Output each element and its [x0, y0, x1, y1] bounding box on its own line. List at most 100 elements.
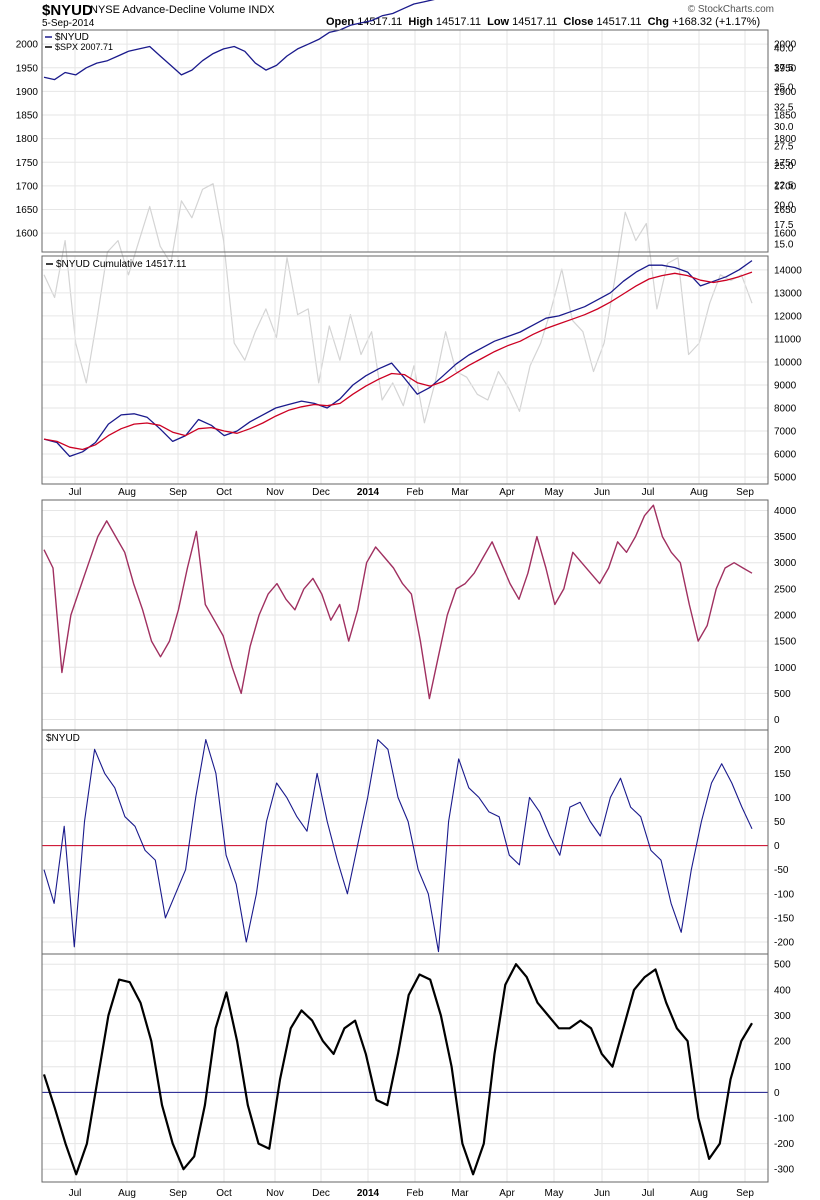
x-tick-label: Feb: [406, 487, 424, 498]
y2-tick-label: 30.0: [774, 122, 794, 133]
x-tick-label: Oct: [216, 487, 232, 498]
y-tick-label: 5000: [774, 473, 797, 484]
y-tick-label: -100: [774, 889, 794, 900]
y2-tick-label: 27.5: [774, 142, 794, 153]
y-tick-label: 1000: [774, 663, 797, 674]
x-tick-label: Feb: [406, 1188, 424, 1199]
x-tick-label: Apr: [499, 1188, 515, 1199]
y-tick-label: 1600: [774, 229, 797, 240]
y-tick-label-left: 1650: [16, 205, 39, 216]
high-label: High: [408, 16, 433, 28]
legend-nyud-panel4: $NYUD: [46, 733, 80, 744]
legend-spx: $SPX 2007.71: [55, 42, 113, 52]
series-line: [43, 504, 753, 700]
y-tick-label-left: 2000: [16, 40, 39, 51]
close-value: 14517.11: [596, 16, 642, 28]
y-tick-label: 0: [774, 715, 780, 726]
y-tick-label-left: 1950: [16, 63, 39, 74]
y-tick-label: 3500: [774, 532, 797, 543]
x-tick-label: Aug: [118, 1188, 136, 1199]
y2-tick-label: 22.5: [774, 181, 794, 192]
series-line: [43, 271, 753, 451]
y-tick-label: 200: [774, 1037, 791, 1048]
quote-summary: Open 14517.11 High 14517.11 Low 14517.11…: [326, 16, 760, 28]
panel-frame: [41, 729, 769, 955]
y-tick-label: 8000: [774, 404, 797, 415]
x-tick-label: Nov: [266, 1188, 284, 1199]
x-tick-label: Jul: [69, 1188, 82, 1199]
x-tick-label: Jul: [642, 487, 655, 498]
x-tick-label: Jun: [594, 1188, 610, 1199]
y2-tick-label: 20.0: [774, 200, 794, 211]
x-tick-label: Oct: [216, 1188, 232, 1199]
y-tick-label: 500: [774, 689, 791, 700]
panel-price: [41, 0, 769, 424]
index-name: NYSE Advance-Decline Volume INDX: [90, 4, 275, 16]
y-tick-label: 4000: [774, 506, 797, 517]
x-tick-label: Aug: [690, 487, 708, 498]
y-tick-label-left: 1900: [16, 87, 39, 98]
y-tick-label: 13000: [774, 288, 802, 299]
y-tick-label: 150: [774, 769, 791, 780]
x-tick-label: May: [545, 487, 564, 498]
y-tick-label: 100: [774, 1062, 791, 1073]
x-tick-label: Aug: [118, 487, 136, 498]
y-tick-label: 1900: [774, 87, 797, 98]
y-tick-label: 3000: [774, 558, 797, 569]
x-tick-label: Apr: [499, 487, 515, 498]
low-label: Low: [487, 16, 510, 28]
y-tick-label: -50: [774, 865, 789, 876]
open-value: 14517.11: [357, 16, 403, 28]
panel-nyud: [41, 729, 769, 955]
watermark: © StockCharts.com: [687, 4, 774, 15]
x-tick-label: Jul: [69, 487, 82, 498]
y-tick-label: 100: [774, 793, 791, 804]
y-tick-label: -150: [774, 913, 794, 924]
y-tick-label: 50: [774, 817, 786, 828]
y-tick-label-left: 1850: [16, 111, 39, 122]
panel-indicator: [41, 499, 769, 731]
high-value: 14517.11: [435, 16, 481, 28]
x-tick-label: May: [545, 1188, 564, 1199]
x-tick-label: Aug: [690, 1188, 708, 1199]
x-tick-label: Dec: [312, 1188, 330, 1199]
y-tick-label: 9000: [774, 380, 797, 391]
y-tick-label: 2000: [774, 611, 797, 622]
y-tick-label: 11000: [774, 334, 802, 345]
legend-nyud: $NYUD: [55, 32, 89, 43]
y2-tick-label: 35.0: [774, 83, 794, 94]
panel-frame: [41, 953, 769, 1183]
series-line: [43, 739, 753, 953]
open-label: Open: [326, 16, 355, 28]
y2-tick-label: 17.5: [774, 220, 794, 231]
panel-frame: [41, 29, 769, 253]
y2-tick-label: 15.0: [774, 240, 794, 251]
y-tick-label: 14000: [774, 265, 802, 276]
y-tick-label: -200: [774, 1139, 794, 1150]
x-tick-label: Mar: [451, 487, 469, 498]
y-tick-label: 500: [774, 960, 791, 971]
y-tick-label: -100: [774, 1113, 794, 1124]
x-tick-label: 2014: [357, 487, 380, 498]
x-tick-label: Nov: [266, 487, 284, 498]
y-tick-label: 2000: [774, 40, 797, 51]
y-tick-label: 12000: [774, 311, 802, 322]
y-tick-label: 1950: [774, 63, 797, 74]
chg-label: Chg: [647, 16, 669, 28]
panel-frame: [41, 255, 769, 485]
chg-value: +168.32 (+1.17%): [672, 16, 761, 28]
y-tick-label: 1850: [774, 111, 797, 122]
series-line: [42, 963, 753, 1176]
x-tick-label: Mar: [451, 1188, 469, 1199]
y-tick-label-left: 1800: [16, 134, 39, 145]
low-value: 14517.11: [512, 16, 558, 28]
y-tick-label: 300: [774, 1011, 791, 1022]
y-tick-label-left: 1750: [16, 158, 39, 169]
y-tick-label: 1650: [774, 205, 797, 216]
y-tick-label: 2500: [774, 584, 797, 595]
y2-tick-label: 37.5: [774, 63, 794, 74]
y-tick-label-left: 1600: [16, 229, 39, 240]
x-tick-label: Sep: [169, 1188, 187, 1199]
panel-oscillator: [41, 953, 769, 1183]
